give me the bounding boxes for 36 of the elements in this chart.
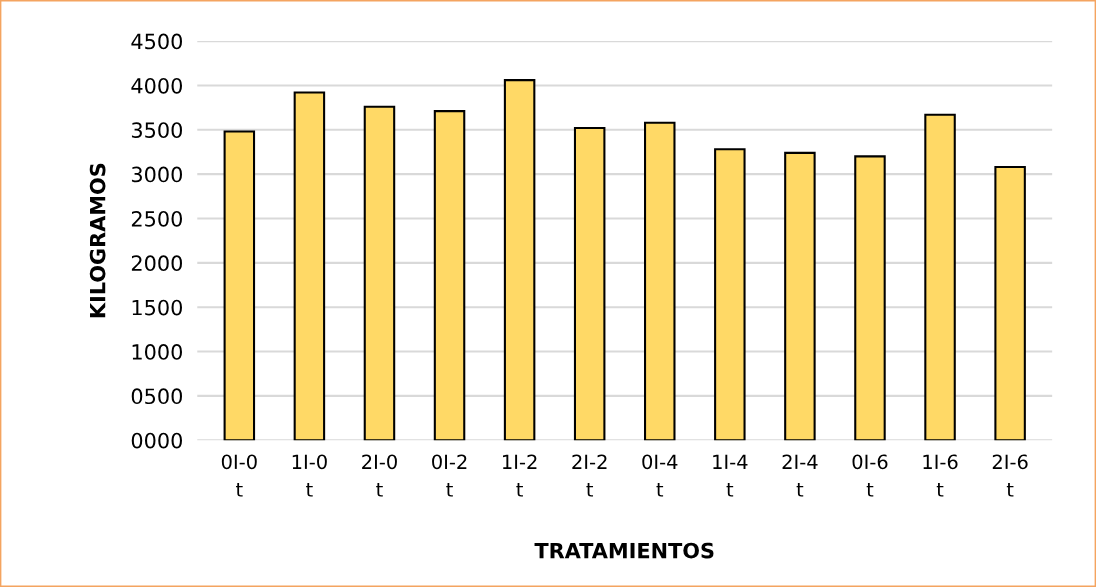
x-tick-label: 0I-4 t xyxy=(642,454,678,497)
bar xyxy=(223,130,256,441)
y-tick-label: 1000 xyxy=(132,344,183,360)
x-tick-label: 0I-6 t xyxy=(852,454,888,497)
y-tick-label: 1500 xyxy=(132,299,183,316)
bar xyxy=(293,91,326,441)
y-tick-label: 0500 xyxy=(131,388,183,405)
bar xyxy=(994,166,1026,441)
x-tick-label: 1I-2 t xyxy=(503,454,537,497)
x-tick-label: 2I-0 t xyxy=(362,454,397,497)
x-tick-label: 1I-0 t xyxy=(292,454,327,497)
x-tick-label: 2I-4 t xyxy=(782,454,818,497)
bar xyxy=(363,105,396,441)
y-tick-label: 0000 xyxy=(131,432,183,449)
y-tick-label: 2500 xyxy=(131,210,183,227)
x-tick-label: 2I-6 t xyxy=(992,454,1028,497)
x-axis-title: TRATAMIENTOS xyxy=(534,542,714,559)
x-tick-label: 1I-6 t xyxy=(923,454,958,497)
bar xyxy=(433,110,466,441)
bar xyxy=(644,121,676,441)
bar xyxy=(854,155,886,441)
bar xyxy=(924,113,956,441)
bar xyxy=(784,151,816,441)
x-tick-label: 2I-2 t xyxy=(572,454,607,497)
x-tick-label: 1I-4 t xyxy=(713,454,748,497)
bar xyxy=(573,126,606,441)
y-axis-title: KILOGRAMOS xyxy=(89,163,106,318)
x-tick-label: 0I-0 t xyxy=(221,454,257,497)
y-tick-label: 4000 xyxy=(131,77,183,94)
y-tick-label: 2000 xyxy=(131,255,183,272)
y-tick-label: 4500 xyxy=(131,33,183,50)
bar xyxy=(714,148,746,441)
x-tick-label: 0I-2 t xyxy=(432,454,467,497)
bar xyxy=(503,79,536,441)
y-tick-label: 3000 xyxy=(131,166,183,183)
y-tick-label: 3500 xyxy=(131,122,183,138)
